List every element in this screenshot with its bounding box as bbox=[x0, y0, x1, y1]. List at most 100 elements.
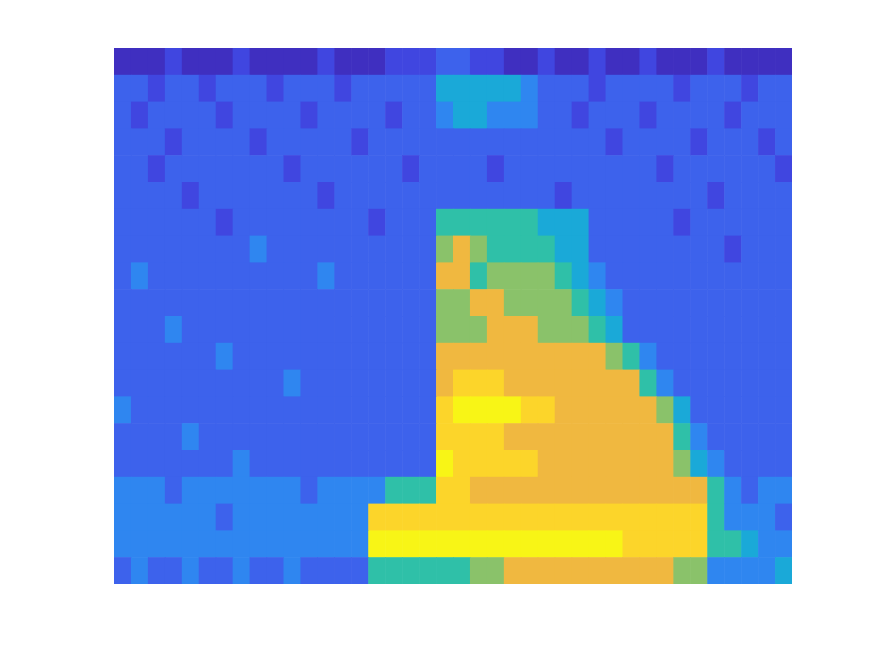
heatmap-cell bbox=[300, 289, 318, 316]
heatmap-cell bbox=[368, 423, 386, 450]
heatmap-cell bbox=[690, 370, 708, 397]
heatmap-cell bbox=[419, 557, 437, 584]
heatmap-cell bbox=[555, 557, 573, 584]
heatmap-cell bbox=[521, 209, 539, 236]
heatmap-cell bbox=[639, 557, 657, 584]
heatmap-cell bbox=[419, 289, 437, 316]
heatmap-cell bbox=[317, 450, 335, 477]
heatmap-cell bbox=[182, 262, 200, 289]
heatmap-cell bbox=[623, 370, 641, 397]
heatmap-cell bbox=[453, 530, 471, 557]
heatmap-cell bbox=[114, 370, 132, 397]
heatmap-cell bbox=[521, 48, 539, 75]
heatmap-cell bbox=[487, 370, 505, 397]
heatmap-cell bbox=[284, 48, 302, 75]
heatmap-cell bbox=[436, 128, 454, 155]
heatmap-cell bbox=[284, 343, 302, 370]
heatmap-cell bbox=[521, 396, 539, 423]
heatmap-cell bbox=[385, 423, 403, 450]
heatmap-cell bbox=[538, 209, 556, 236]
heatmap-cell bbox=[707, 477, 725, 504]
heatmap-cell bbox=[639, 75, 657, 102]
heatmap-cell bbox=[233, 48, 251, 75]
heatmap-cell bbox=[758, 155, 776, 182]
heatmap-cell bbox=[165, 262, 183, 289]
heatmap-cell bbox=[758, 450, 776, 477]
heatmap-cell bbox=[623, 236, 641, 263]
heatmap-cell bbox=[572, 155, 590, 182]
heatmap-cell bbox=[250, 128, 268, 155]
heatmap-cell bbox=[758, 182, 776, 209]
heatmap-cell bbox=[385, 343, 403, 370]
heatmap-cell bbox=[538, 102, 556, 129]
heatmap-cell bbox=[538, 289, 556, 316]
heatmap-cell bbox=[368, 236, 386, 263]
heatmap-cell bbox=[741, 48, 759, 75]
heatmap-cell bbox=[572, 102, 590, 129]
heatmap-cell bbox=[165, 450, 183, 477]
heatmap-cell bbox=[317, 557, 335, 584]
heatmap-cell bbox=[775, 477, 792, 504]
heatmap-cell bbox=[267, 236, 285, 263]
heatmap-cell bbox=[589, 343, 607, 370]
heatmap-cell bbox=[148, 48, 166, 75]
heatmap-cell bbox=[775, 557, 792, 584]
heatmap-cell bbox=[267, 343, 285, 370]
heatmap-cell bbox=[724, 48, 742, 75]
heatmap-cell bbox=[436, 289, 454, 316]
heatmap-cell bbox=[707, 423, 725, 450]
heatmap-cell bbox=[182, 128, 200, 155]
heatmap-cell bbox=[487, 102, 505, 129]
heatmap-cell bbox=[317, 289, 335, 316]
heatmap-cell bbox=[639, 102, 657, 129]
heatmap-cell bbox=[758, 289, 776, 316]
heatmap-cell bbox=[741, 102, 759, 129]
heatmap-cell bbox=[233, 155, 251, 182]
heatmap-cell bbox=[250, 209, 268, 236]
heatmap-cell bbox=[368, 289, 386, 316]
heatmap-cell bbox=[114, 530, 132, 557]
heatmap-cell bbox=[216, 182, 234, 209]
heatmap-cell bbox=[351, 209, 369, 236]
heatmap-cell bbox=[199, 530, 217, 557]
heatmap-cell bbox=[555, 102, 573, 129]
heatmap-cell bbox=[267, 423, 285, 450]
heatmap-cell bbox=[148, 343, 166, 370]
heatmap-cell bbox=[334, 477, 352, 504]
heatmap-cell bbox=[131, 557, 149, 584]
heatmap-cell bbox=[572, 396, 590, 423]
heatmap-cell bbox=[368, 155, 386, 182]
heatmap-cell bbox=[436, 343, 454, 370]
heatmap-cell bbox=[216, 370, 234, 397]
heatmap-cell bbox=[233, 450, 251, 477]
heatmap-cell bbox=[538, 450, 556, 477]
heatmap-cell bbox=[707, 155, 725, 182]
heatmap-cell bbox=[453, 182, 471, 209]
heatmap-cell bbox=[521, 102, 539, 129]
heatmap-cell bbox=[639, 370, 657, 397]
heatmap-cell bbox=[148, 102, 166, 129]
heatmap-cell bbox=[656, 316, 674, 343]
heatmap-cell bbox=[589, 48, 607, 75]
heatmap-cell bbox=[351, 128, 369, 155]
heatmap-cell bbox=[436, 102, 454, 129]
heatmap-cell bbox=[419, 209, 437, 236]
heatmap-cell bbox=[538, 262, 556, 289]
heatmap-cell bbox=[436, 155, 454, 182]
heatmap-cell bbox=[199, 370, 217, 397]
heatmap-cell bbox=[555, 289, 573, 316]
heatmap-cell bbox=[606, 477, 624, 504]
heatmap-cell bbox=[572, 343, 590, 370]
heatmap-cell bbox=[690, 262, 708, 289]
heatmap-cell bbox=[351, 316, 369, 343]
heatmap-cell bbox=[317, 236, 335, 263]
heatmap-cell bbox=[114, 128, 132, 155]
heatmap-cell bbox=[131, 477, 149, 504]
heatmap-cell bbox=[741, 504, 759, 531]
heatmap-cell bbox=[334, 128, 352, 155]
heatmap-cell bbox=[572, 128, 590, 155]
heatmap-cell bbox=[656, 102, 674, 129]
heatmap-cell bbox=[470, 128, 488, 155]
heatmap-cell bbox=[521, 557, 539, 584]
heatmap-cell bbox=[385, 182, 403, 209]
